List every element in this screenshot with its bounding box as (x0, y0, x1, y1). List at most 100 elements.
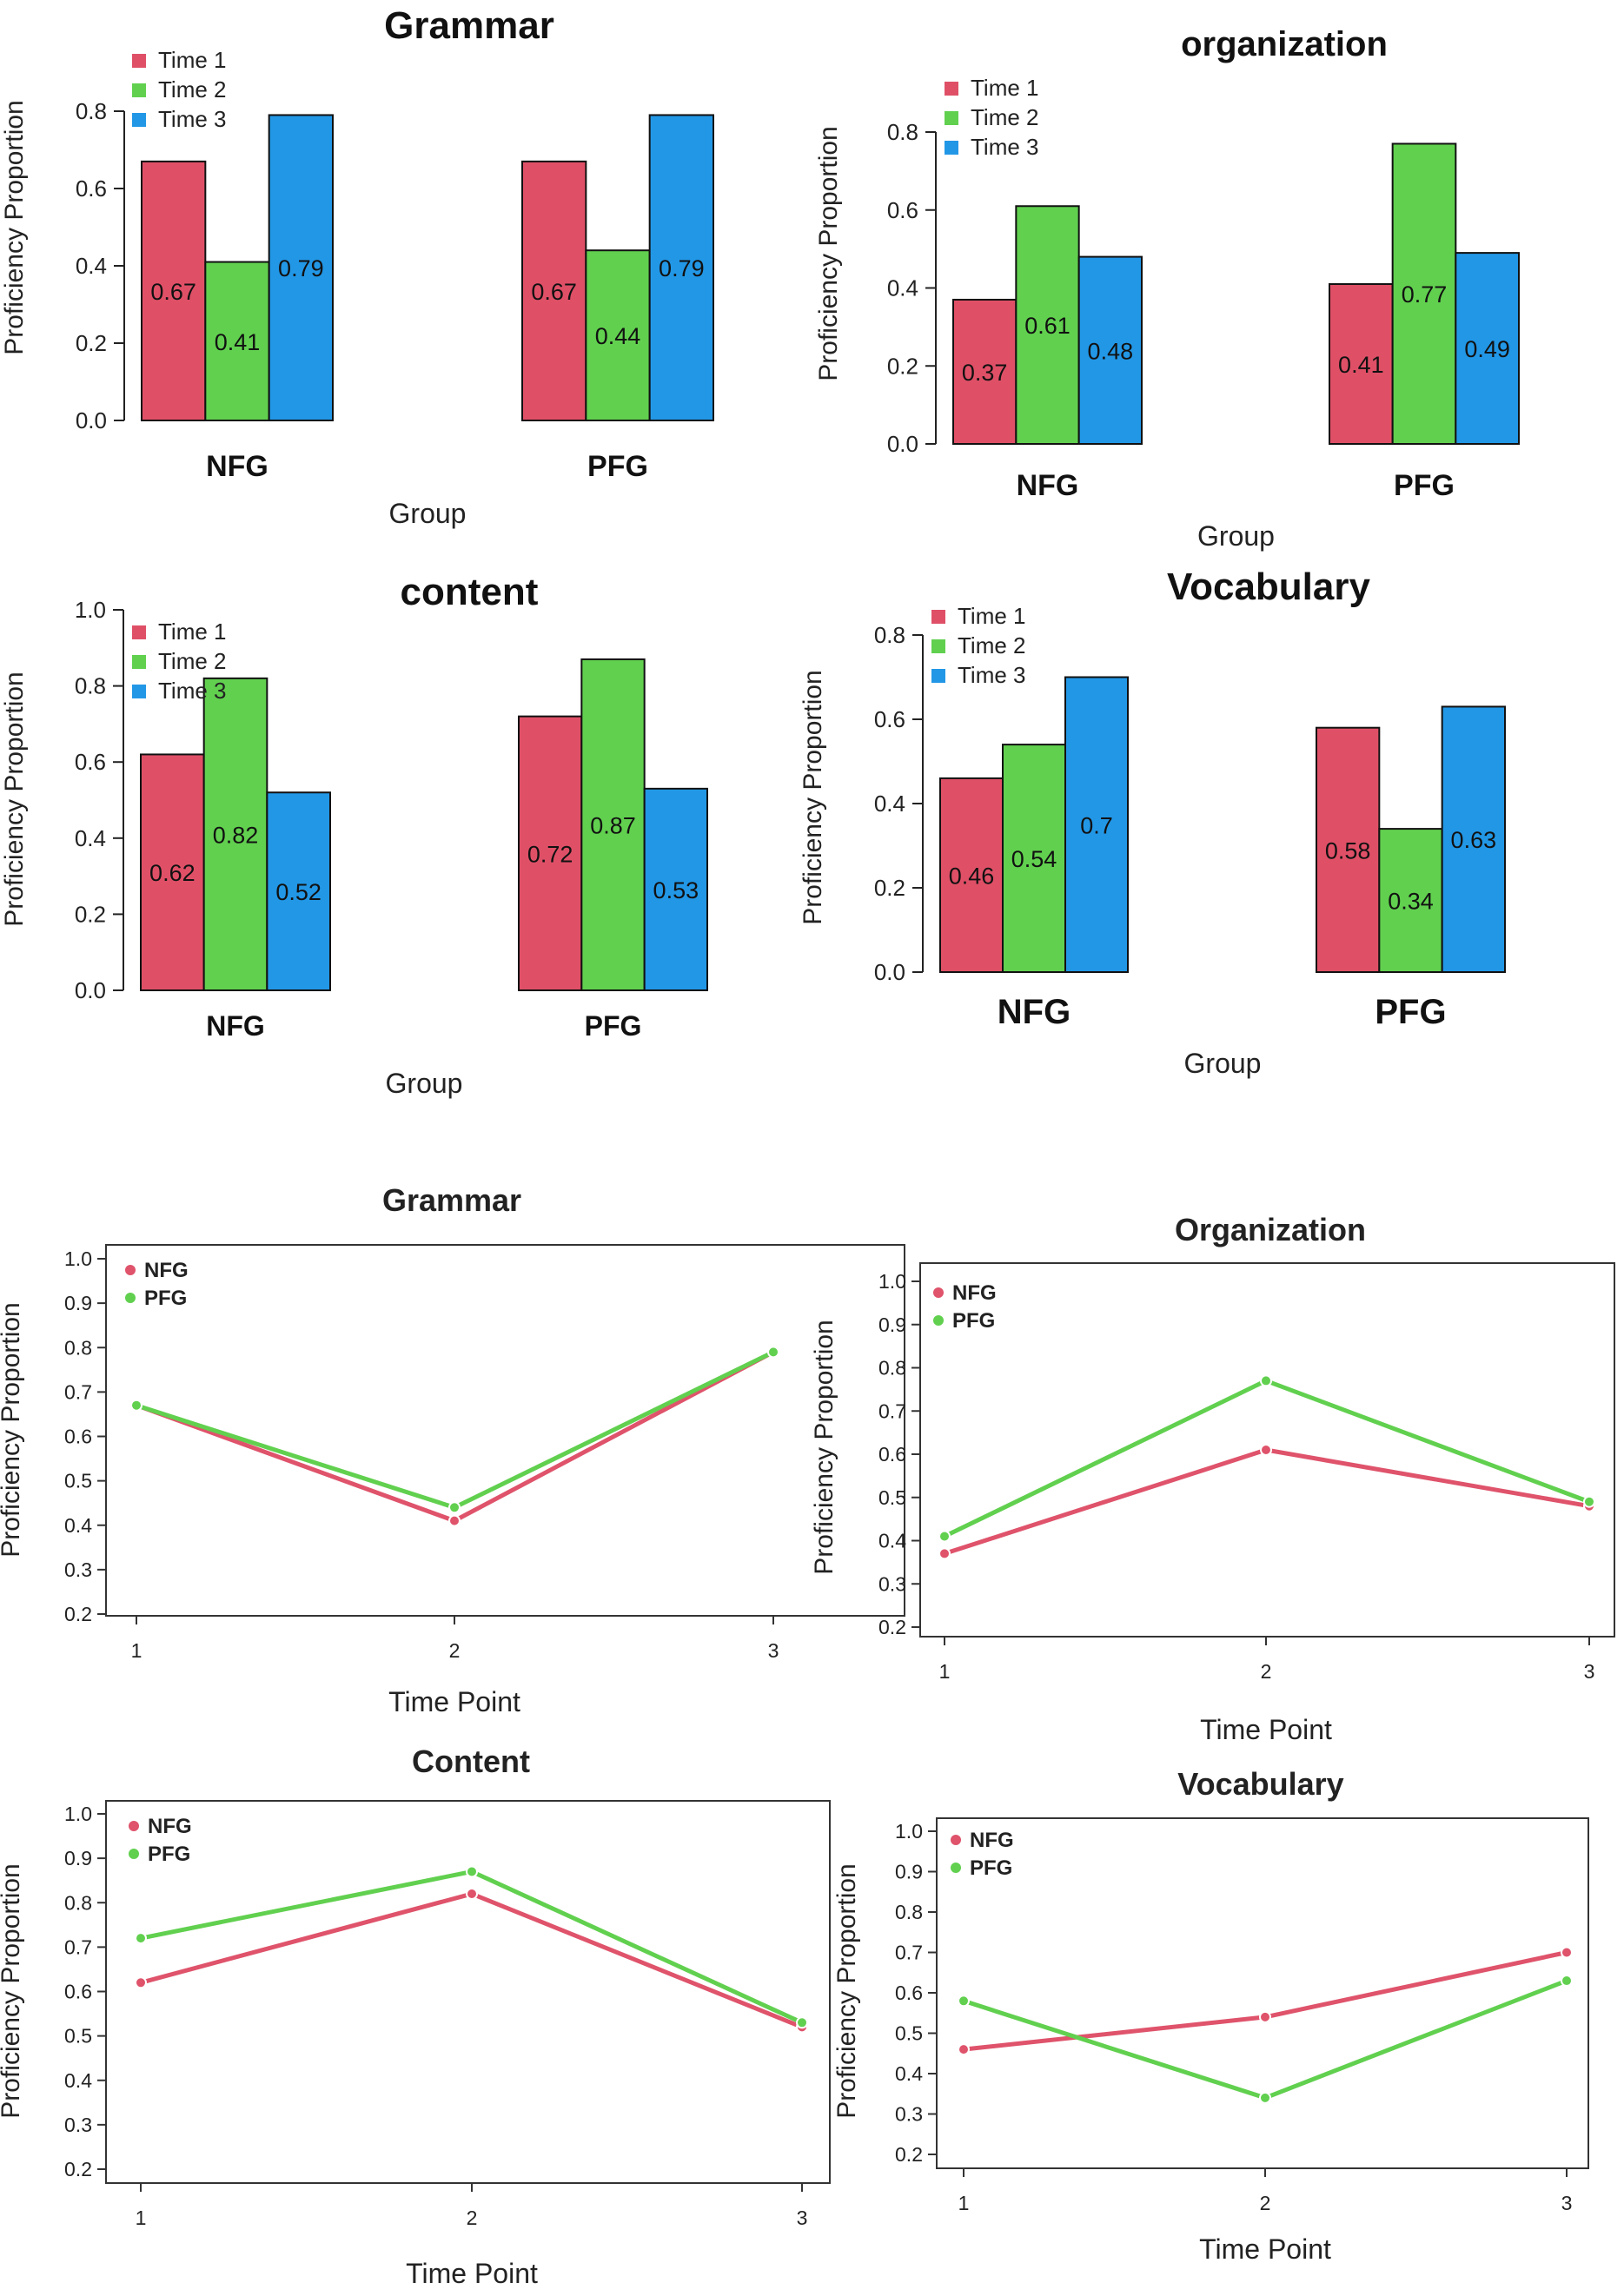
x-tick-label: 3 (1584, 1660, 1595, 1683)
y-axis: 0.0 0.2 0.4 0.6 0.8 (887, 119, 937, 457)
x-axis: 1 2 3 (136, 2183, 807, 2229)
category-label: PFG (585, 1010, 642, 1042)
chart-title: Grammar (384, 4, 554, 47)
series-pfg (958, 1975, 1573, 2104)
chart-title: Vocabulary (1177, 1766, 1343, 1802)
y-tick-label: 0.2 (64, 1603, 92, 1625)
y-tick-label: 0.8 (895, 1901, 923, 1923)
legend-swatch (931, 610, 945, 624)
y-tick-label: 1.0 (64, 1247, 92, 1270)
bar-pfg-time-2 (1378, 828, 1443, 973)
y-tick-label: 0.6 (895, 1982, 923, 2004)
bar-chart-2: organization 0.0 0.2 0.4 0.6 0.8 Proficiency P… (814, 25, 1521, 552)
y-tick-label: 0.9 (878, 1313, 906, 1336)
bar-value-label: 0.67 (150, 279, 196, 305)
point-nfg-t3 (1561, 1946, 1573, 1959)
point-nfg-t2 (1260, 1444, 1272, 1457)
legend-marker (125, 1265, 136, 1275)
bars: 0.46 0.54 0.7 NFG 0.58 0.34 0.63 PFG (939, 676, 1506, 1031)
legend: NFG PFG (933, 1281, 997, 1333)
y-axis: 0.0 0.2 0.4 0.6 0.8 (874, 622, 924, 985)
legend-label: Time 3 (158, 678, 227, 704)
y-axis-label: Proficiency Proportion (0, 672, 29, 926)
legend-marker (129, 1821, 139, 1831)
x-tick-label: 3 (768, 1639, 779, 1662)
x-axis-label: Group (389, 498, 467, 529)
x-axis-label: Group (386, 1068, 463, 1099)
y-tick-label: 0.5 (878, 1486, 906, 1509)
legend: NFG PFG (951, 1829, 1014, 1880)
y-tick-label: 0.7 (895, 1942, 923, 1964)
x-tick-label: 3 (1561, 2192, 1573, 2214)
category-label: PFG (1375, 993, 1446, 1031)
bars: 0.62 0.82 0.52 NFG 0.72 0.87 0.53 PFG (140, 658, 709, 1042)
legend-swatch (945, 141, 958, 155)
y-tick-label: 0.5 (64, 2025, 92, 2048)
legend-label: Time 1 (971, 75, 1039, 101)
x-axis-label: Time Point (406, 2258, 538, 2289)
legend-swatch (132, 625, 146, 639)
legend-swatch (132, 685, 146, 698)
point-pfg-t2 (466, 1865, 478, 1878)
bar-value-label: 0.63 (1451, 827, 1497, 853)
y-axis: 0.2 0.3 0.4 0.5 0.6 0.7 0.8 0.9 1.0 (878, 1270, 920, 1638)
y-tick-label: 0.2 (874, 875, 905, 901)
legend-marker (951, 1863, 961, 1873)
legend-label: Time 2 (158, 648, 227, 674)
legend-label: Time 2 (158, 76, 227, 103)
point-pfg-t3 (1583, 1495, 1595, 1508)
legend-label: Time 2 (971, 104, 1039, 130)
y-tick-label: 0.8 (64, 1336, 92, 1359)
y-tick-label: 0.3 (878, 1572, 906, 1595)
y-tick-label: 0.4 (76, 253, 107, 279)
y-tick-label: 0.4 (895, 2062, 923, 2085)
series-pfg (130, 1346, 779, 1514)
y-tick-label: 0.6 (887, 197, 918, 223)
bar-value-label: 0.61 (1024, 313, 1071, 339)
y-axis: 0.2 0.3 0.4 0.5 0.6 0.7 0.8 0.9 1.0 (64, 1247, 106, 1625)
y-tick-label: 0.4 (874, 791, 905, 817)
series-line-nfg (963, 1950, 1568, 2052)
bar-value-label: 0.62 (149, 860, 196, 886)
point-nfg-t1 (135, 1976, 147, 1989)
x-tick-label: 2 (467, 2207, 478, 2229)
y-tick-label: 1.0 (878, 1270, 906, 1293)
legend-swatch (132, 54, 146, 68)
y-tick-label: 0.5 (64, 1470, 92, 1492)
legend-label: NFG (970, 1829, 1014, 1852)
x-axis-label: Time Point (1199, 2233, 1331, 2265)
x-axis-label: Group (1197, 520, 1275, 552)
y-tick-label: 0.2 (75, 901, 106, 927)
y-tick-label: 0.2 (887, 353, 918, 379)
plot-frame (105, 1244, 905, 1617)
y-axis-label: Proficiency Proportion (810, 1320, 839, 1574)
point-nfg-t2 (466, 1888, 478, 1901)
legend-swatch (931, 639, 945, 653)
y-tick-label: 0.2 (878, 1616, 906, 1638)
bar-value-label: 0.49 (1464, 336, 1510, 362)
y-tick-label: 0.6 (874, 706, 905, 732)
y-tick-label: 0.8 (878, 1357, 906, 1380)
bar-value-label: 0.72 (527, 841, 573, 867)
legend-label: Time 1 (158, 619, 227, 645)
legend-marker (125, 1293, 136, 1303)
point-nfg-t2 (448, 1514, 461, 1527)
y-tick-label: 0.8 (64, 1891, 92, 1914)
chart-title: Content (412, 1744, 530, 1779)
bar-value-label: 0.41 (215, 329, 261, 355)
y-tick-label: 0.8 (887, 119, 918, 145)
line-chart-1: Grammar 0.2 0.3 0.4 0.5 0.6 0.7 0.8 0.9 1.0 Profic… (0, 1182, 905, 1717)
y-tick-label: 1.0 (75, 597, 106, 623)
category-label: NFG (206, 1010, 265, 1042)
bar-nfg-time-3 (1077, 255, 1143, 445)
y-tick-label: 0.2 (64, 2158, 92, 2180)
y-tick-label: 1.0 (64, 1803, 92, 1825)
x-tick-label: 1 (131, 1639, 143, 1662)
y-tick-label: 0.7 (64, 1935, 92, 1958)
legend-swatch (132, 113, 146, 127)
y-tick-label: 0.6 (64, 1426, 92, 1448)
legend-label: NFG (148, 1815, 192, 1838)
x-axis: 1 2 3 (939, 1637, 1595, 1683)
point-pfg-t2 (448, 1501, 461, 1514)
x-tick-label: 1 (939, 1660, 951, 1683)
